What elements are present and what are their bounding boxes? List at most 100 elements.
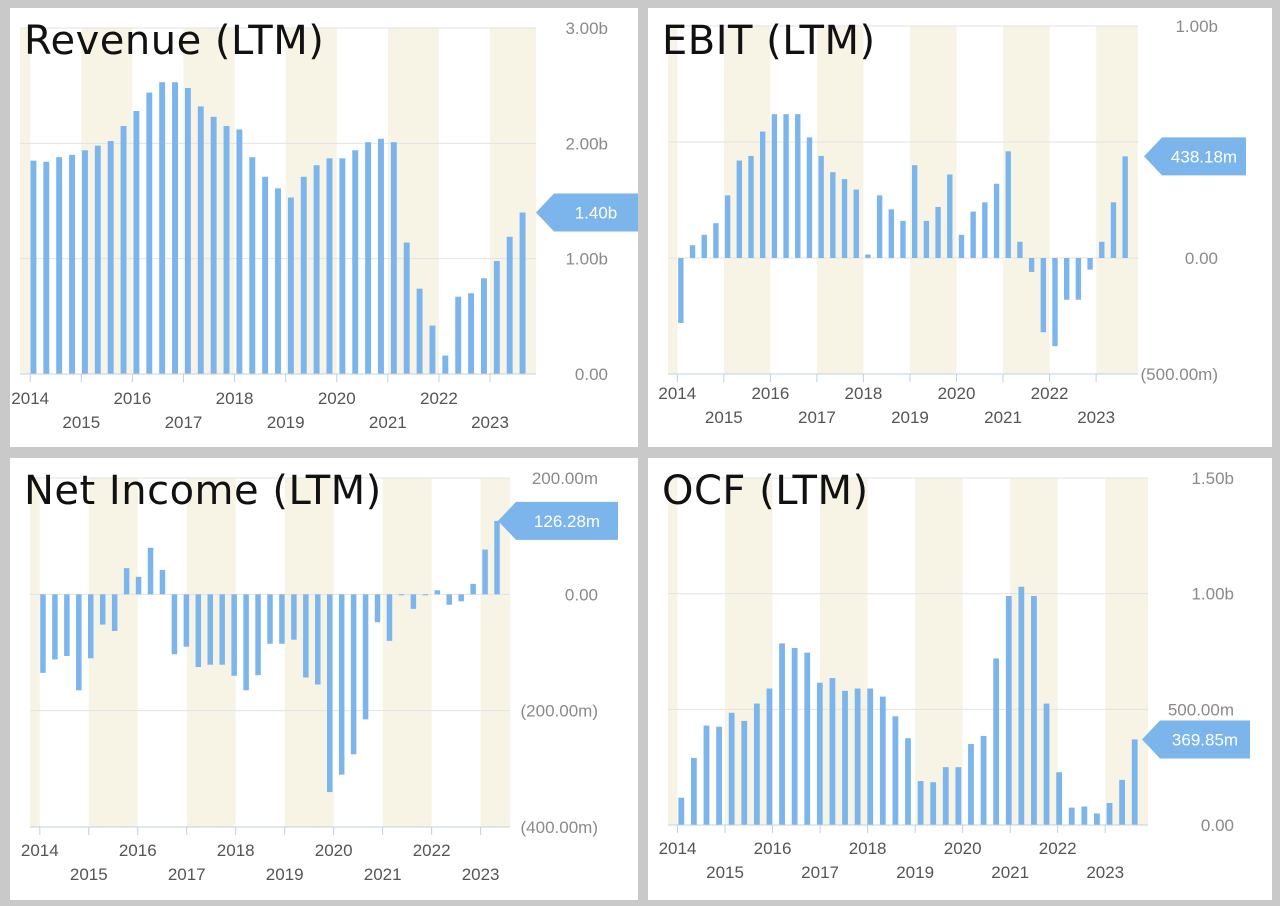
bar[interactable] xyxy=(147,547,154,595)
bar[interactable] xyxy=(262,176,269,374)
bar[interactable] xyxy=(912,165,918,258)
bar[interactable] xyxy=(1087,258,1093,270)
bar[interactable] xyxy=(422,594,429,596)
bar[interactable] xyxy=(748,155,754,258)
bar[interactable] xyxy=(30,160,37,374)
bar[interactable] xyxy=(993,183,1000,258)
bar[interactable] xyxy=(690,757,697,825)
bar[interactable] xyxy=(120,126,127,375)
bar[interactable] xyxy=(816,682,823,825)
bar[interactable] xyxy=(713,223,719,258)
bar[interactable] xyxy=(223,126,230,375)
bar[interactable] xyxy=(159,82,166,374)
bar[interactable] xyxy=(766,688,773,825)
bar[interactable] xyxy=(760,131,766,258)
bar[interactable] xyxy=(339,158,346,374)
bar[interactable] xyxy=(771,114,778,258)
bar[interactable] xyxy=(1064,258,1070,300)
bar[interactable] xyxy=(1068,807,1075,825)
bar[interactable] xyxy=(1028,258,1035,272)
bar[interactable] xyxy=(947,174,953,258)
bar[interactable] xyxy=(40,594,46,673)
bar[interactable] xyxy=(56,157,63,374)
bar[interactable] xyxy=(482,549,488,595)
bar[interactable] xyxy=(494,520,500,595)
bar[interactable] xyxy=(1005,151,1011,258)
bar[interactable] xyxy=(783,114,789,258)
bar[interactable] xyxy=(1099,241,1105,258)
bar[interactable] xyxy=(703,725,710,825)
bar[interactable] xyxy=(930,782,937,825)
bar[interactable] xyxy=(1122,156,1128,258)
bar[interactable] xyxy=(888,209,894,258)
bar[interactable] xyxy=(434,590,441,595)
bar[interactable] xyxy=(968,744,974,825)
bar[interactable] xyxy=(1131,739,1138,825)
bar[interactable] xyxy=(993,658,1000,825)
bar[interactable] xyxy=(146,92,153,374)
bar[interactable] xyxy=(416,288,423,374)
bar[interactable] xyxy=(365,142,372,374)
bar[interactable] xyxy=(818,155,824,258)
bar[interactable] xyxy=(458,594,464,602)
bar[interactable] xyxy=(1018,586,1025,825)
bar[interactable] xyxy=(724,195,731,258)
bar[interactable] xyxy=(830,172,836,258)
bar[interactable] xyxy=(741,720,748,825)
bar[interactable] xyxy=(736,160,742,258)
bar[interactable] xyxy=(942,767,949,825)
bar[interactable] xyxy=(506,236,513,374)
bar[interactable] xyxy=(94,145,101,374)
bar[interactable] xyxy=(678,797,685,825)
bar[interactable] xyxy=(854,688,861,825)
bar[interactable] xyxy=(275,188,281,374)
bar[interactable] xyxy=(326,158,333,374)
bar[interactable] xyxy=(236,129,243,374)
bar[interactable] xyxy=(313,165,320,374)
bar[interactable] xyxy=(243,594,249,691)
bar[interactable] xyxy=(1056,772,1063,825)
bar[interactable] xyxy=(390,142,397,374)
bar[interactable] xyxy=(219,594,225,665)
bar[interactable] xyxy=(716,726,722,825)
bar[interactable] xyxy=(917,781,924,825)
bar[interactable] xyxy=(1110,202,1117,258)
bar[interactable] xyxy=(287,197,294,374)
bar[interactable] xyxy=(982,202,988,258)
bar[interactable] xyxy=(958,234,965,258)
bar[interactable] xyxy=(172,82,178,374)
bar[interactable] xyxy=(123,568,130,595)
bar[interactable] xyxy=(1075,258,1082,300)
bar[interactable] xyxy=(99,594,106,625)
bar[interactable] xyxy=(107,141,114,374)
bar[interactable] xyxy=(210,116,217,374)
bar[interactable] xyxy=(249,157,256,374)
bar[interactable] xyxy=(853,189,859,258)
bar[interactable] xyxy=(791,648,798,825)
bar[interactable] xyxy=(442,355,449,374)
bar[interactable] xyxy=(315,594,321,685)
bar[interactable] xyxy=(386,594,393,641)
bar[interactable] xyxy=(493,260,500,374)
bar[interactable] xyxy=(76,594,82,691)
bar[interactable] xyxy=(429,325,436,374)
bar[interactable] xyxy=(829,678,836,825)
bar[interactable] xyxy=(795,114,801,258)
bar[interactable] xyxy=(267,594,273,644)
bar[interactable] xyxy=(970,211,976,258)
bar[interactable] xyxy=(1094,813,1100,825)
bar[interactable] xyxy=(779,643,785,825)
bar[interactable] xyxy=(52,594,58,660)
bar[interactable] xyxy=(728,712,735,825)
bar[interactable] xyxy=(876,195,883,258)
bar[interactable] xyxy=(195,594,202,668)
bar[interactable] xyxy=(1052,258,1058,347)
bar[interactable] xyxy=(207,594,214,665)
bar[interactable] xyxy=(352,150,359,374)
bar[interactable] xyxy=(69,154,76,374)
bar[interactable] xyxy=(1043,703,1050,825)
bar[interactable] xyxy=(338,594,345,775)
bar[interactable] xyxy=(133,111,140,374)
bar[interactable] xyxy=(935,206,941,258)
bar[interactable] xyxy=(865,254,871,258)
